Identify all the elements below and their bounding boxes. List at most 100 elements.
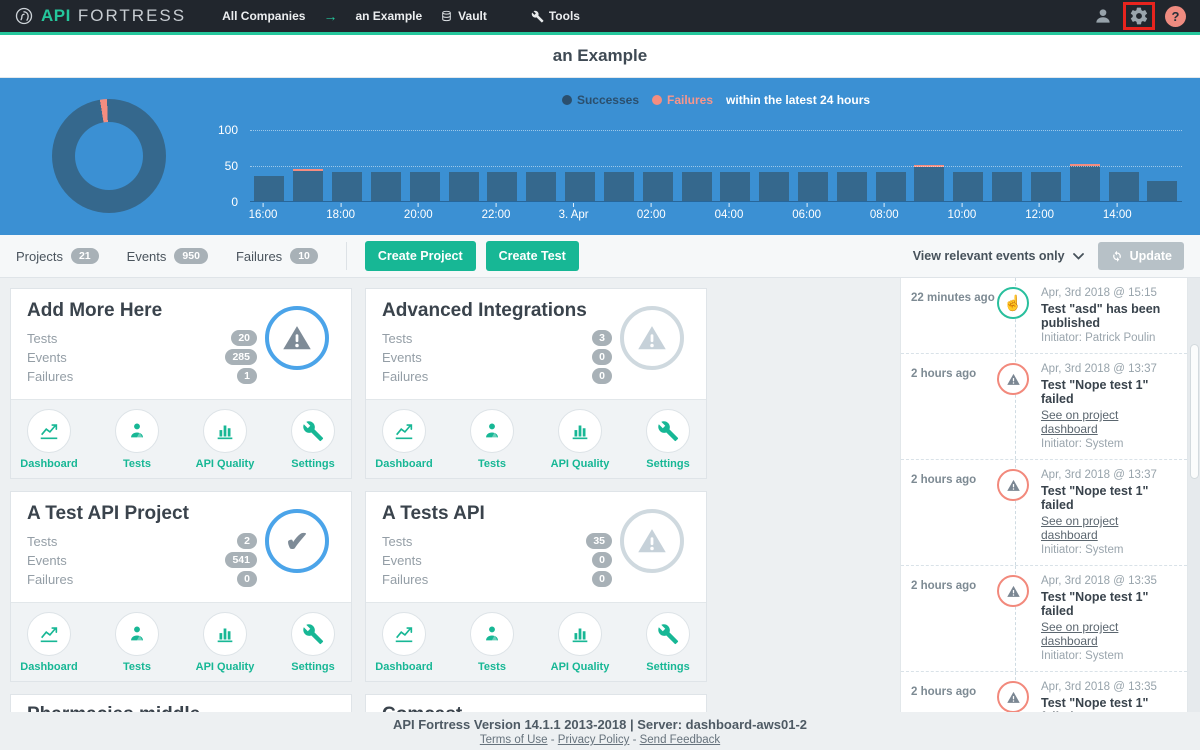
x-axis: 16:00 18:00 20:00 22:00 3. Apr 02:00 04:00 06:0…	[249, 203, 1182, 231]
dashboard-button[interactable]: Dashboard	[371, 612, 437, 673]
project-title: A Tests API	[382, 503, 485, 524]
events-list: 22 minutes ago ☝ Apr, 3rd 2018 @ 15:15 T…	[901, 278, 1187, 712]
bar	[1143, 130, 1182, 201]
action-label: Dashboard	[20, 661, 78, 673]
api-quality-button[interactable]: API Quality	[192, 409, 258, 470]
project-stats: Tests 3 Events 0 Failures 0	[382, 330, 620, 384]
event-body: Apr, 3rd 2018 @ 13:35 Test "Nope test 1"…	[1041, 681, 1177, 712]
tab-failures[interactable]: Failures 10	[236, 248, 318, 264]
action-label: API Quality	[195, 661, 255, 673]
stat-badge: 0	[592, 368, 612, 384]
brand-fortress: FORTRESS	[77, 6, 187, 25]
project-status-ring: ✔	[620, 306, 684, 370]
event-title: Test "Nope test 1" failed	[1041, 590, 1149, 618]
scrollbar-thumb[interactable]	[1190, 344, 1199, 479]
nav-all-companies[interactable]: All Companies	[222, 9, 306, 23]
nav-current-project[interactable]: an Example	[355, 9, 423, 23]
event-dashboard-link[interactable]: See on project dashboard	[1041, 408, 1119, 436]
scrollbar-track[interactable]	[1188, 278, 1200, 712]
tests-button[interactable]: Tests	[104, 612, 170, 673]
project-card-partial[interactable]: Comcast	[365, 694, 707, 712]
projects-grid: Add More Here Tests 20 Events 285 Failures 1 …	[10, 288, 900, 712]
gridline	[250, 166, 1182, 167]
bar	[250, 130, 289, 201]
legend-successes: Successes	[561, 93, 639, 107]
footer-link[interactable]: Terms of Use	[479, 734, 548, 746]
event-item: 22 minutes ago ☝ Apr, 3rd 2018 @ 15:15 T…	[901, 278, 1187, 354]
create-test-button[interactable]: Create Test	[485, 241, 579, 271]
event-date: Apr, 3rd 2018 @ 13:35	[1041, 575, 1157, 587]
dashboard-button[interactable]: Dashboard	[16, 409, 82, 470]
settings-button[interactable]: Settings	[280, 612, 346, 673]
stat-row: Tests 35	[382, 533, 612, 549]
action-label: Settings	[646, 458, 690, 470]
bar	[599, 130, 638, 201]
nav-tools[interactable]: Tools	[531, 9, 580, 23]
wrench-icon	[531, 10, 544, 22]
x-tick: 14:00	[1103, 203, 1132, 221]
warning-triangle-icon	[638, 529, 666, 553]
create-project-button[interactable]: Create Project	[364, 241, 476, 271]
project-card-partial[interactable]: Pharmacies middle	[10, 694, 352, 712]
settings-button[interactable]: Settings	[280, 409, 346, 470]
brand-logo[interactable]: API FORTRESS	[14, 6, 186, 26]
warning-triangle-icon	[1006, 373, 1020, 385]
user-account-icon[interactable]	[1093, 6, 1113, 26]
bar	[328, 130, 367, 201]
bar-chart-plot: 0 50 100	[218, 123, 1182, 209]
project-card[interactable]: Add More Here Tests 20 Events 285 Failures 1 …	[10, 288, 352, 479]
event-time-ago: 2 hours ago	[911, 580, 977, 592]
events-filter-dropdown[interactable]: View relevant events only	[913, 249, 1084, 263]
x-tick: 16:00	[249, 203, 277, 221]
project-card[interactable]: A Test API Project Tests 2 Events 541 Failur…	[10, 491, 352, 682]
stat-badge: 0	[237, 571, 257, 587]
api-quality-button[interactable]: API Quality	[547, 409, 613, 470]
api-quality-button[interactable]: API Quality	[192, 612, 258, 673]
legend-failures: Failures	[652, 93, 713, 107]
bar	[444, 130, 483, 201]
main-content: Add More Here Tests 20 Events 285 Failures 1 …	[0, 278, 1200, 712]
settings-gear-icon[interactable]	[1129, 6, 1149, 26]
action-label: API Quality	[550, 458, 610, 470]
project-stats: Tests 2 Events 541 Failures 0	[27, 533, 265, 587]
tab-projects[interactable]: Projects 21	[16, 248, 99, 264]
project-card[interactable]: Advanced Integrations Tests 3 Events 0 Failu…	[365, 288, 707, 479]
bar	[716, 130, 755, 201]
api-quality-button[interactable]: API Quality	[547, 612, 613, 673]
settings-button[interactable]: Settings	[635, 409, 701, 470]
event-body: Apr, 3rd 2018 @ 13:37 Test "Nope test 1"…	[1041, 469, 1177, 556]
stat-row: Failures 0	[27, 571, 257, 587]
bar	[755, 130, 794, 201]
project-card-head: Add More Here Tests 20 Events 285 Failures 1 …	[11, 289, 351, 399]
footer-link[interactable]: Privacy Policy	[557, 734, 630, 746]
footer-link[interactable]: Send Feedback	[639, 734, 721, 746]
event-time-ago: 22 minutes ago	[911, 292, 995, 304]
event-dashboard-link[interactable]: See on project dashboard	[1041, 514, 1119, 542]
tests-button[interactable]: Tests	[459, 409, 525, 470]
stat-badge: 0	[592, 552, 612, 568]
test-person-icon	[131, 423, 143, 439]
dashboard-button[interactable]: Dashboard	[16, 612, 82, 673]
bar-chart-icon	[572, 425, 588, 440]
dashboard-button[interactable]: Dashboard	[371, 409, 437, 470]
tests-button[interactable]: Tests	[104, 409, 170, 470]
action-label: Settings	[291, 661, 335, 673]
help-icon[interactable]: ?	[1165, 5, 1186, 27]
tests-button[interactable]: Tests	[459, 612, 525, 673]
bar	[366, 130, 405, 201]
nav-vault[interactable]: Vault	[440, 9, 487, 23]
x-tick: 08:00	[870, 203, 899, 221]
tab-events[interactable]: Events 950	[127, 248, 208, 264]
project-card-head: Advanced Integrations Tests 3 Events 0 Failu…	[366, 289, 706, 399]
update-button[interactable]: Update	[1097, 242, 1184, 270]
warning-triangle-icon	[1006, 479, 1020, 491]
event-dashboard-link[interactable]: See on project dashboard	[1041, 620, 1119, 648]
stat-row: Tests 3	[382, 330, 612, 346]
settings-button[interactable]: Settings	[635, 612, 701, 673]
top-navbar: API FORTRESS All Companies → an Example V…	[0, 0, 1200, 35]
y-tick-label: 0	[231, 195, 238, 209]
failure-cap	[293, 169, 324, 172]
test-person-icon	[486, 626, 498, 642]
fingerprint-logo-icon	[15, 7, 33, 25]
